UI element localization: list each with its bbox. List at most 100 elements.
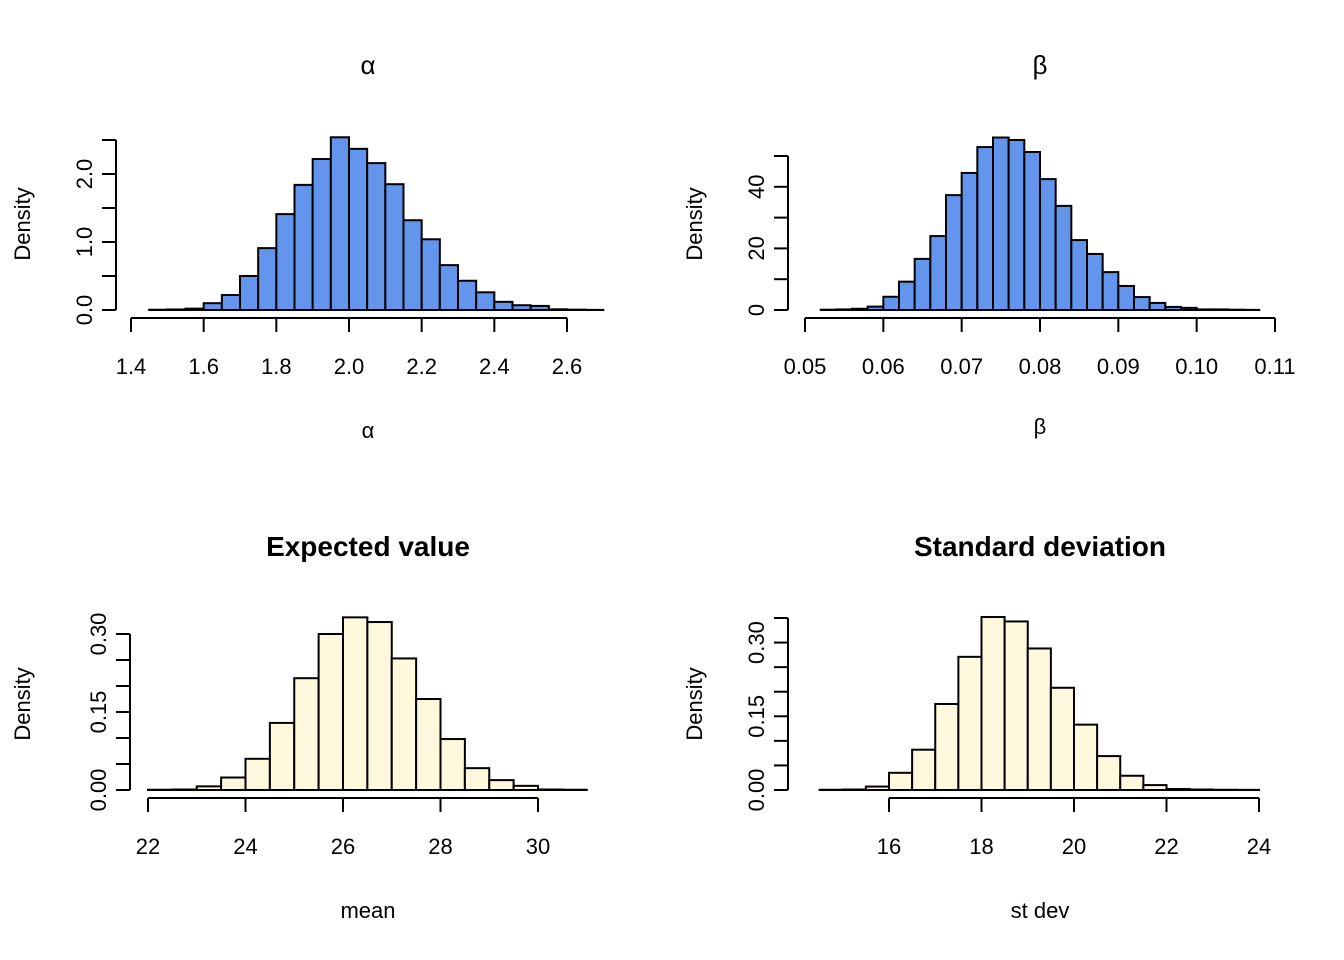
x-tick-label: 0.10 — [1175, 354, 1218, 379]
histogram-bar — [529, 304, 550, 312]
histogram-bar — [1070, 239, 1089, 311]
y-axis-label: Density — [682, 667, 707, 740]
histogram-bar — [1026, 647, 1052, 791]
histogram-bar — [1180, 306, 1198, 311]
x-tick-label: 30 — [526, 834, 550, 859]
histogram-bar — [366, 162, 387, 311]
x-tick-label: 2.2 — [406, 354, 437, 379]
panel-title: β — [1033, 50, 1048, 80]
histogram-bar — [1096, 755, 1122, 792]
x-axis-label: α — [362, 418, 375, 443]
histogram-bar — [366, 621, 393, 791]
histogram-bar — [257, 247, 278, 311]
y-tick-label: 0.30 — [86, 613, 111, 656]
histogram-bar — [268, 721, 296, 791]
histogram-bar — [475, 291, 496, 312]
x-tick-label: 0.08 — [1019, 354, 1062, 379]
x-tick-label: 2.4 — [479, 354, 510, 379]
histogram-bar — [913, 257, 932, 312]
histogram-bar — [929, 235, 947, 311]
x-axis-label: mean — [340, 898, 395, 923]
histogram-bar — [864, 785, 890, 791]
x-tick-label: 0.07 — [940, 354, 983, 379]
x-tick-label: 0.05 — [784, 354, 827, 379]
histogram-bar — [493, 300, 514, 311]
y-axis: 0 20 40 — [744, 155, 789, 316]
x-axis: 22 24 26 28 30 — [136, 797, 550, 859]
y-tick-label: 40 — [744, 175, 769, 199]
y-tick-label: 1.0 — [72, 227, 97, 258]
histogram-bar — [957, 655, 983, 792]
histogram-bar — [1101, 271, 1120, 311]
histogram-bar — [1049, 686, 1075, 791]
histogram-bar — [1086, 252, 1104, 311]
histogram-bar — [1023, 150, 1042, 311]
x-tick-label: 1.4 — [116, 354, 147, 379]
histogram-bar — [166, 308, 187, 311]
histogram-bar — [329, 136, 351, 311]
histogram-bar — [1211, 308, 1230, 312]
histogram-bar — [882, 295, 900, 312]
histogram-bar — [851, 307, 869, 312]
histogram-bar — [512, 784, 539, 792]
histogram-bar — [488, 779, 515, 791]
x-tick-label: 20 — [1062, 834, 1086, 859]
histogram-bar — [184, 307, 205, 312]
x-tick-label: 28 — [428, 834, 452, 859]
bars — [148, 136, 605, 312]
y-axis: 0.00 0.15 0.30 — [744, 617, 789, 811]
histogram-bar — [220, 294, 241, 312]
histogram-bar — [945, 194, 963, 311]
x-tick-label: 0.09 — [1097, 354, 1140, 379]
histogram-bar — [293, 183, 314, 312]
histogram-bar — [1164, 305, 1183, 312]
y-tick-label: 0.15 — [744, 695, 769, 738]
histogram-bar — [911, 748, 937, 792]
bars — [147, 616, 588, 792]
histogram-bar — [1039, 178, 1057, 311]
x-tick-label: 22 — [1154, 834, 1178, 859]
x-axis: 16 18 20 22 24 — [877, 797, 1271, 859]
y-axis-label: Density — [10, 187, 35, 260]
x-tick-label: 22 — [136, 834, 160, 859]
y-tick-label: 0 — [744, 304, 769, 316]
histogram-bar — [960, 171, 979, 311]
histogram-bar — [311, 158, 332, 311]
y-tick-label: 0.00 — [86, 769, 111, 812]
y-tick-label: 0.15 — [86, 691, 111, 734]
x-tick-label: 2.0 — [334, 354, 365, 379]
x-tick-label: 1.6 — [188, 354, 219, 379]
histogram-bar — [980, 616, 1006, 792]
y-tick-label: 0.0 — [72, 295, 97, 326]
histogram-bar — [1117, 284, 1136, 312]
y-tick-label: 2.0 — [72, 159, 97, 190]
histogram-bar — [415, 698, 442, 791]
x-axis-label: β — [1034, 414, 1047, 439]
y-axis-label: Density — [682, 187, 707, 260]
x-tick-label: 16 — [877, 834, 901, 859]
x-tick-label: 18 — [969, 834, 993, 859]
panel-title: Standard deviation — [914, 531, 1166, 562]
histogram-bar — [202, 302, 223, 312]
histogram-bar — [1142, 784, 1168, 791]
y-axis: 0.00 0.15 0.30 — [86, 613, 131, 812]
panel-expected-value: Expected value mean Density 0.00 0.15 0.30… — [10, 531, 588, 923]
histogram-bar — [342, 616, 369, 791]
histogram-bar — [888, 771, 914, 791]
histogram-bar — [898, 280, 916, 312]
x-tick-label: 1.8 — [261, 354, 292, 379]
histogram-bar — [390, 657, 418, 791]
x-tick-label: 24 — [233, 834, 257, 859]
histogram-bar — [1165, 788, 1191, 792]
histogram-bar — [537, 788, 564, 791]
histogram-bar — [1148, 301, 1167, 311]
y-tick-label: 0.30 — [744, 621, 769, 664]
histogram-bar — [1195, 308, 1214, 312]
x-tick-label: 24 — [1247, 834, 1271, 859]
histogram-bar — [1003, 620, 1029, 791]
histogram-bar — [384, 183, 405, 311]
histogram-bar — [439, 738, 466, 791]
histogram-bar — [463, 767, 491, 791]
histogram-bar — [239, 275, 260, 311]
